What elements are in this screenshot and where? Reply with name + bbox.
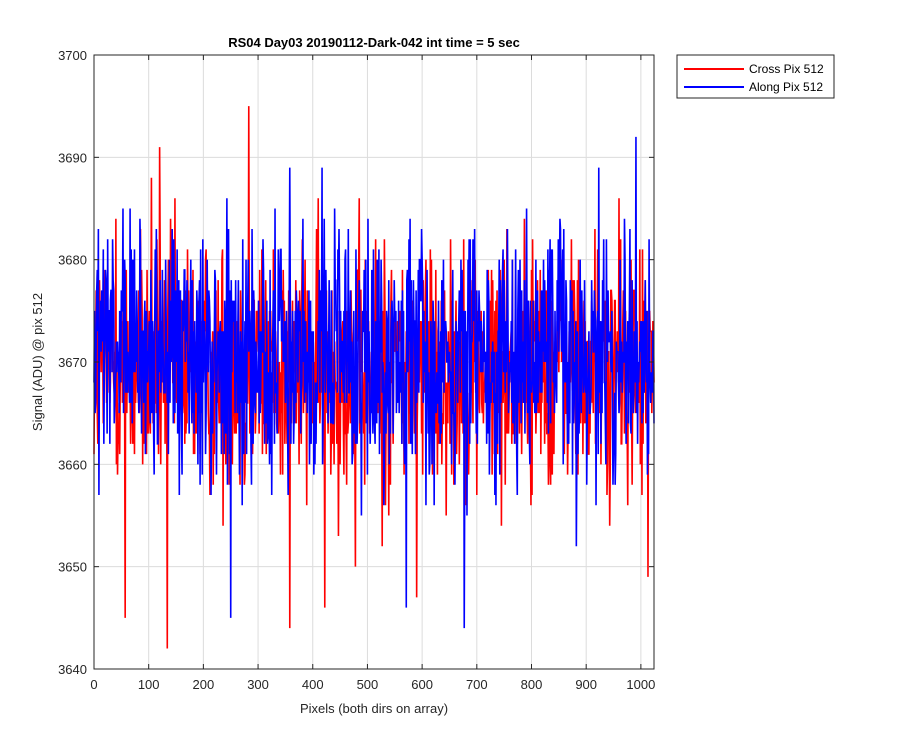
x-tick-label: 500 [357,677,379,692]
x-tick-label: 0 [90,677,97,692]
legend-box [676,54,835,99]
series-line-along [93,136,655,629]
x-tick-label: 400 [302,677,324,692]
legend-label-cross: Cross Pix 512 [749,62,824,76]
x-tick-label: 700 [466,677,488,692]
x-tick-label: 800 [521,677,543,692]
y-tick-label: 3680 [58,253,87,268]
y-axis-label: Signal (ADU) @ pix 512 [30,293,45,431]
x-tick-label: 200 [193,677,215,692]
x-tick-label: 300 [247,677,269,692]
y-tick-label: 3690 [58,150,87,165]
x-tick-label: 900 [575,677,597,692]
y-tick-label: 3670 [58,355,87,370]
y-tick-label: 3660 [58,457,87,472]
chart-title: RS04 Day03 20190112-Dark-042 int time = … [228,35,520,50]
x-tick-label: 100 [138,677,160,692]
x-tick-label: 600 [411,677,433,692]
y-tick-label: 3640 [58,662,87,677]
axis-ticks: 0 100 200 300 400 500 600 700 800 900 1000 3640 3650… [58,48,655,692]
legend: Cross Pix 512 Along Pix 512 [676,54,835,99]
series-lines [93,106,655,649]
legend-label-along: Along Pix 512 [749,80,823,94]
x-axis-label: Pixels (both dirs on array) [300,701,448,716]
y-tick-label: 3700 [58,48,87,63]
x-tick-label: 1000 [626,677,655,692]
y-tick-label: 3650 [58,560,87,575]
